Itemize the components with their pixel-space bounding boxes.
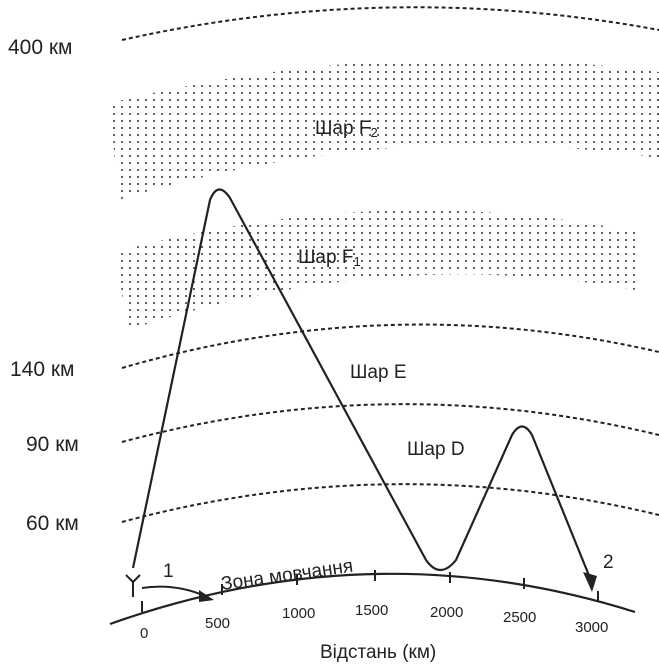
tick-label-3000: 3000 <box>575 619 608 636</box>
antenna-icon <box>125 574 141 597</box>
marker-2: 2 <box>603 552 614 573</box>
boundary-400km <box>121 6 659 41</box>
marker-1: 1 <box>163 561 174 582</box>
altitude-label-90: 90 км <box>26 433 79 456</box>
ground-wave-arrowhead-icon <box>199 590 214 602</box>
altitude-label-140: 140 км <box>10 358 75 381</box>
tick-label-1500: 1500 <box>355 602 388 619</box>
layer-d-label: Шар D <box>407 439 465 460</box>
ground-wave-arrow <box>141 585 206 597</box>
altitude-label-60: 60 км <box>26 512 79 535</box>
layer-f2-band <box>110 58 659 201</box>
silence-zone-label: Зона мовчання <box>220 556 355 595</box>
tick-label-2500: 2500 <box>503 609 536 626</box>
boundary-90km <box>121 403 659 443</box>
wave-arrowhead-icon <box>583 572 597 592</box>
layer-f1-label: Шар F1 <box>298 247 361 269</box>
radio-wave-path <box>131 188 592 579</box>
tick-label-500: 500 <box>205 615 230 632</box>
layer-e-label: Шар E <box>350 362 407 383</box>
distance-axis-title: Відстань (км) <box>320 642 436 663</box>
distance-ticks <box>141 570 599 612</box>
tick-label-0: 0 <box>140 625 148 642</box>
boundary-60km <box>121 483 659 523</box>
layer-f2-label: Шар F2 <box>315 118 378 140</box>
tick-label-1000: 1000 <box>282 605 315 622</box>
layer-f1-band <box>115 210 636 330</box>
altitude-label-400: 400 км <box>8 36 73 59</box>
earth-surface <box>109 572 636 626</box>
tick-label-2000: 2000 <box>430 604 463 621</box>
